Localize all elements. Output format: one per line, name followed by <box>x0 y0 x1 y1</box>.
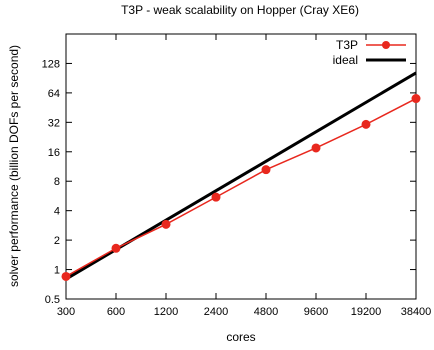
legend-label-ideal: ideal <box>333 53 358 67</box>
chart-title: T3P - weak scalability on Hopper (Cray X… <box>121 3 359 17</box>
legend-label-t3p: T3P <box>336 38 358 52</box>
x-tick-label: 1200 <box>154 306 178 318</box>
y-tick-label: 4 <box>54 206 60 218</box>
x-tick-label: 19200 <box>351 306 382 318</box>
series-points <box>61 94 421 281</box>
data-point-t3p <box>161 219 171 229</box>
legend-marker-t3p <box>382 41 390 49</box>
data-point-t3p <box>261 165 271 175</box>
y-tick-label: 2 <box>54 235 60 247</box>
y-tick-label: 0.5 <box>45 294 60 306</box>
x-tick-label: 2400 <box>204 306 228 318</box>
y-tick-label: 1 <box>54 265 60 277</box>
y-tick-label: 16 <box>48 147 60 159</box>
x-tick-label: 300 <box>57 306 75 318</box>
data-point-t3p <box>61 271 71 281</box>
data-point-t3p <box>361 119 371 129</box>
data-point-t3p <box>411 94 421 104</box>
plot-frame <box>65 33 417 300</box>
series-line-t3p <box>65 97 417 278</box>
data-point-t3p <box>311 143 321 153</box>
x-ticks: 300 600 1200 2400 4800 9600 19200 38400 <box>57 34 431 318</box>
y-tick-label: 64 <box>48 88 60 100</box>
y-tick-label: 8 <box>54 176 60 188</box>
x-tick-label: 600 <box>107 306 125 318</box>
data-point-t3p <box>211 192 221 202</box>
x-tick-label: 9600 <box>304 306 328 318</box>
y-axis-title: solver performance (billion DOFs per sec… <box>7 45 21 287</box>
data-point-t3p <box>111 243 121 253</box>
y-tick-label: 32 <box>48 117 60 129</box>
y-tick-label: 128 <box>42 58 60 70</box>
series-lines <box>65 71 417 281</box>
x-tick-label: 38400 <box>401 306 432 318</box>
y-ticks: 0.5 1 2 4 8 16 32 64 128 <box>42 58 416 306</box>
x-tick-label: 4800 <box>254 306 278 318</box>
x-axis-title: cores <box>226 330 255 344</box>
